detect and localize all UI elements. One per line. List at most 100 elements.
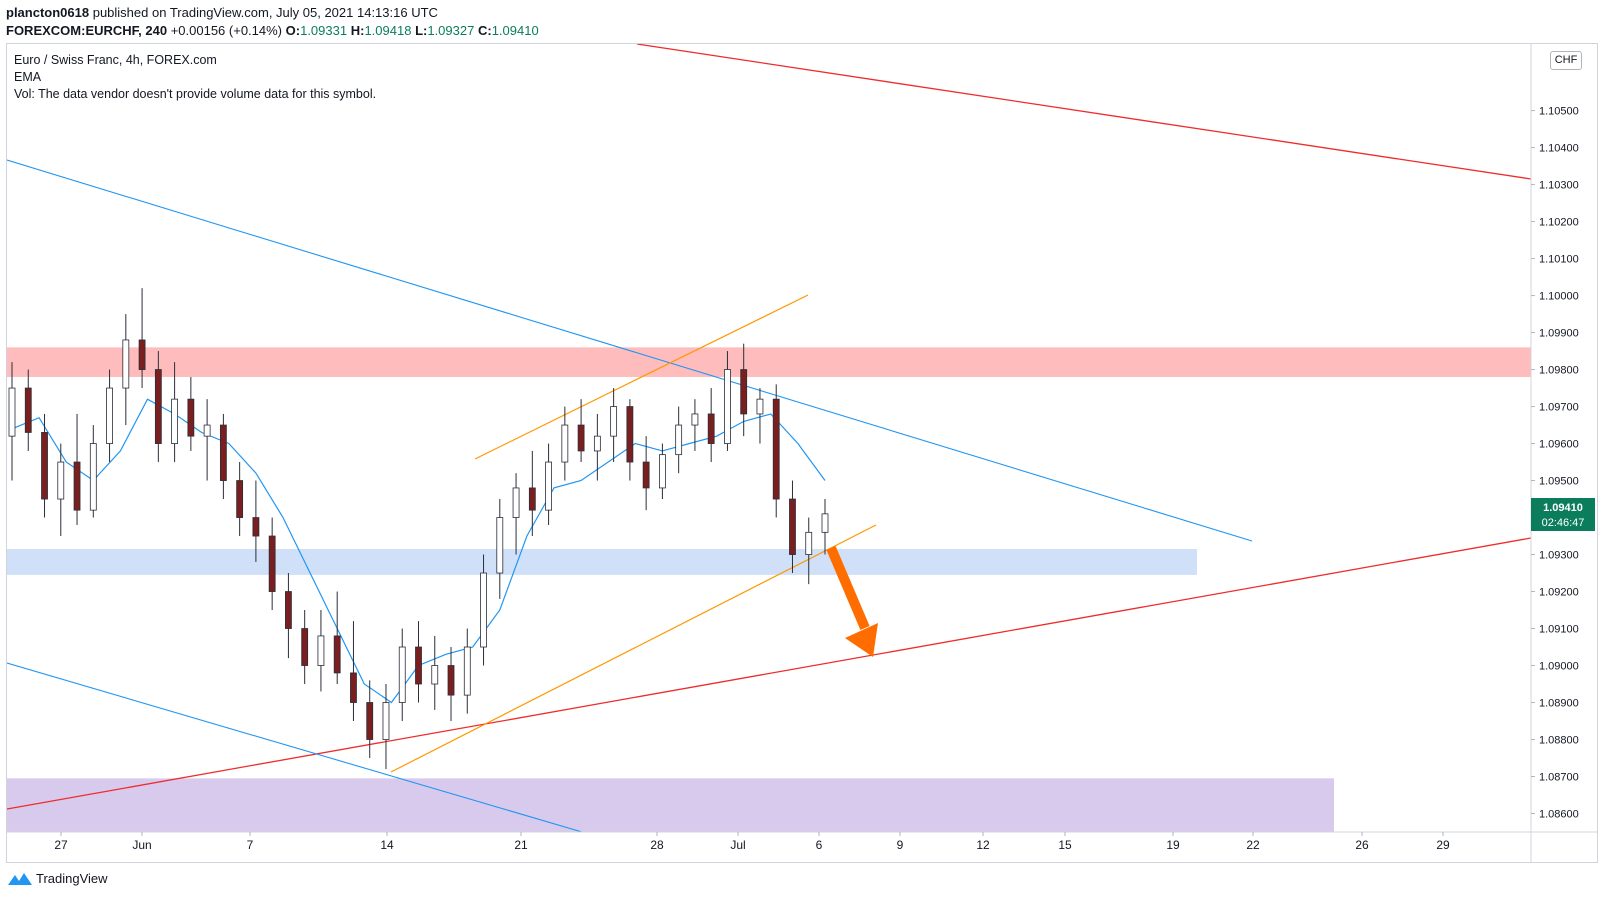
candle-body[interactable]	[724, 369, 731, 444]
candle-body[interactable]	[626, 406, 634, 463]
chart-frame[interactable]	[6, 43, 1598, 863]
candle-body[interactable]	[512, 487, 520, 518]
candle-body[interactable]	[659, 454, 666, 489]
candle-body[interactable]	[138, 339, 146, 370]
time-tick-label: 14	[380, 838, 394, 852]
candle-body[interactable]	[805, 531, 813, 555]
candle-body[interactable]	[756, 398, 764, 415]
blue-channel-upper[interactable]	[7, 159, 1253, 542]
candle-body[interactable]	[642, 461, 650, 489]
candle-body[interactable]	[577, 424, 585, 452]
candle-body[interactable]	[106, 387, 113, 444]
footer-brand[interactable]: TradingView	[8, 871, 108, 886]
price-tick-label: 1.10000	[1539, 291, 1579, 303]
candle-body[interactable]	[772, 398, 780, 500]
candle-body[interactable]	[480, 572, 487, 648]
price-axis[interactable]: 1.10500 1.10400 1.10300 1.10200 1.10100 1.100…	[1531, 106, 1579, 821]
red-trendline-upper[interactable]	[636, 44, 1531, 180]
price-tick-label: 1.09600	[1539, 439, 1579, 451]
symbol-line: FOREXCOM:EURCHF, 240	[6, 23, 168, 38]
price-tick-label: 1.09100	[1539, 624, 1579, 636]
candle-body[interactable]	[171, 398, 179, 444]
candle-body[interactable]	[561, 424, 569, 463]
price-tick-label: 1.10200	[1539, 217, 1579, 229]
candle-body[interactable]	[333, 635, 341, 674]
candle-body[interactable]	[236, 480, 244, 518]
candle-body[interactable]	[398, 646, 406, 703]
candle-body[interactable]	[821, 513, 829, 533]
orange-channel-upper[interactable]	[474, 294, 809, 460]
candle-body[interactable]	[268, 535, 276, 592]
open-value: 1.09331	[300, 23, 348, 38]
candle-body[interactable]	[545, 461, 552, 511]
time-axis[interactable]: 27 Jun 7 14 21 28 Jul 6 9 12 15 19 22 26 29	[54, 832, 1450, 852]
candle-body[interactable]	[675, 424, 683, 456]
price-tick-label: 1.09900	[1539, 328, 1579, 340]
low-label: L:	[415, 23, 428, 38]
price-tick-label: 1.09300	[1539, 550, 1579, 562]
down-arrow-annotation[interactable]	[826, 546, 878, 657]
candle-body[interactable]	[496, 517, 504, 574]
price-tick-label: 1.10100	[1539, 254, 1579, 266]
price-tick-label: 1.10300	[1539, 180, 1579, 192]
tradingview-logo-icon	[8, 872, 32, 885]
legend-volume[interactable]: Vol: The data vendor doesn't provide vol…	[14, 87, 377, 101]
candle-body[interactable]	[219, 424, 227, 481]
candle-body[interactable]	[740, 369, 748, 415]
time-tick-label: 21	[514, 838, 528, 852]
candle-body[interactable]	[415, 646, 422, 685]
candle-body[interactable]	[252, 517, 260, 537]
candle-body[interactable]	[24, 387, 32, 433]
footer-brand-label: TradingView	[36, 871, 108, 886]
current-price-tag: 1.09410 02:46:47	[1531, 498, 1595, 531]
candle-body[interactable]	[57, 461, 65, 500]
candle-body[interactable]	[593, 435, 601, 452]
candle-body[interactable]	[41, 432, 48, 500]
candle-body[interactable]	[154, 369, 162, 444]
candle-body[interactable]	[707, 413, 715, 444]
resistance-zone[interactable]	[7, 347, 1531, 377]
candle-body[interactable]	[317, 635, 325, 666]
candle-body[interactable]	[350, 672, 357, 703]
candle-body[interactable]	[463, 646, 471, 696]
demand-zone[interactable]	[7, 778, 1334, 832]
candle-body[interactable]	[610, 406, 618, 437]
time-tick-label: 27	[54, 838, 68, 852]
candle-body[interactable]	[447, 665, 455, 696]
candle-body[interactable]	[528, 487, 536, 511]
candle-body[interactable]	[73, 461, 81, 511]
candle-body[interactable]	[89, 443, 97, 511]
red-trendline-lower[interactable]	[7, 537, 1531, 810]
candle-body[interactable]	[8, 387, 16, 437]
time-tick-label: 26	[1355, 838, 1369, 852]
published-text: published on TradingView.com, July 05, 2…	[92, 5, 438, 20]
legend-title[interactable]: Euro / Swiss Franc, 4h, FOREX.com	[14, 53, 217, 67]
candle-body[interactable]	[366, 702, 374, 740]
currency-badge[interactable]: CHF	[1550, 51, 1582, 70]
blue-channel-lower[interactable]	[7, 662, 583, 832]
author-name[interactable]: plancton0618	[6, 5, 90, 20]
chart-legend: Euro / Swiss Franc, 4h, FOREX.com EMA Vo…	[14, 52, 376, 103]
price-tick-label: 1.08700	[1539, 772, 1579, 784]
candle-body[interactable]	[431, 665, 439, 685]
high-label: H:	[350, 23, 365, 38]
close-value: 1.09410	[491, 23, 539, 38]
candle-body[interactable]	[301, 628, 309, 666]
candle-body[interactable]	[285, 591, 292, 629]
support-zone[interactable]	[7, 548, 1197, 575]
candle-body[interactable]	[203, 424, 211, 437]
candle-body[interactable]	[382, 702, 390, 740]
candle-body[interactable]	[122, 339, 130, 389]
candle-body[interactable]	[187, 398, 195, 437]
orange-channel-lower[interactable]	[390, 524, 877, 773]
close-label: C:	[477, 23, 492, 38]
price-tick-label: 1.10500	[1539, 106, 1579, 118]
candle-body[interactable]	[789, 498, 796, 555]
price-tick-label: 1.09700	[1539, 402, 1579, 414]
price-tick-label: 1.08900	[1539, 698, 1579, 710]
candle-body[interactable]	[691, 413, 699, 426]
candles-group	[8, 288, 829, 770]
time-tick-label: 29	[1436, 838, 1450, 852]
legend-ema[interactable]: EMA	[14, 70, 42, 84]
